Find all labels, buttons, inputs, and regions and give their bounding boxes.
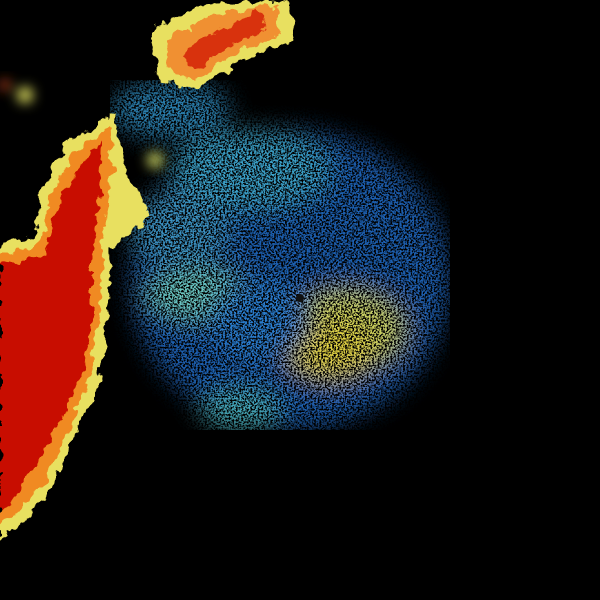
storm-cell-top: [150, 0, 295, 90]
storm-line-left: [0, 112, 150, 540]
clear-air-echo: [110, 80, 450, 430]
small-echoes: [0, 80, 163, 168]
radar-site: [296, 294, 304, 302]
